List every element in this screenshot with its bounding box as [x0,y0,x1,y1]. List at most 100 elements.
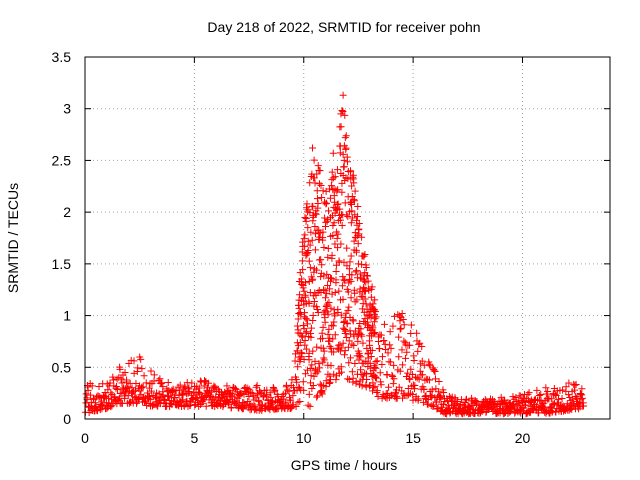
data-point [348,201,356,209]
data-point [322,200,330,208]
data-point [118,379,126,387]
data-point [348,340,356,348]
data-point [345,375,353,383]
data-point [343,244,351,252]
data-point [573,393,581,401]
data-point [296,339,304,347]
data-point [202,402,210,410]
data-point [304,246,312,254]
data-point [234,394,242,402]
data-point [333,166,341,174]
data-point [484,405,492,413]
data-point [316,364,324,372]
data-point [428,386,436,394]
data-point [306,241,314,249]
data-point [310,298,318,306]
data-point [324,330,332,338]
data-point [357,353,365,361]
data-point [357,366,365,374]
data-point [323,289,331,297]
data-point [109,373,117,381]
data-point [525,389,533,397]
data-point [339,273,347,281]
data-point [337,311,345,319]
chart-title: Day 218 of 2022, SRMTID for receiver poh… [207,19,480,35]
data-point [415,375,423,383]
data-point [313,392,321,400]
data-point [371,364,379,372]
data-point [301,370,309,378]
data-point [370,318,378,326]
data-point [372,373,380,381]
data-point [580,402,588,410]
data-point [378,361,386,369]
data-point [303,328,311,336]
y-tick-label: 1.5 [52,256,72,272]
data-point [338,107,346,115]
data-point [471,397,479,405]
data-point [298,275,306,283]
data-point [266,389,274,397]
data-point [112,384,120,392]
data-point [123,376,131,384]
data-point [330,370,338,378]
data-point [223,382,231,390]
data-point [361,251,369,259]
data-point [343,320,351,328]
data-point [364,354,372,362]
data-point [371,315,379,323]
data-point [227,403,235,411]
data-point [339,91,347,99]
data-point [352,248,360,256]
data-point [155,390,163,398]
data-point [316,233,324,241]
data-point [345,265,353,273]
data-point [136,353,144,361]
data-point [352,378,360,386]
data-point [181,383,189,391]
data-point [271,386,279,394]
data-point [305,257,313,265]
data-point [406,341,414,349]
data-point [336,341,344,349]
data-point [309,382,317,390]
data-point [298,333,306,341]
data-point [304,224,312,232]
data-point [227,391,235,399]
data-point [121,368,129,376]
data-point [331,173,339,181]
data-point [373,387,381,395]
data-point [378,353,386,361]
data-point [109,376,117,384]
data-point [97,397,105,405]
data-point [390,361,398,369]
data-point [293,322,301,330]
data-point [367,313,375,321]
data-point [351,187,359,195]
data-point [370,384,378,392]
data-point [305,300,313,308]
data-point [326,334,334,342]
data-point [361,295,369,303]
data-point [510,402,518,410]
data-point [473,397,481,405]
data-point [353,296,361,304]
data-point [292,402,300,410]
data-point [159,391,167,399]
data-point [354,240,362,248]
data-point [312,369,320,377]
data-point [341,111,349,119]
data-point [164,379,172,387]
data-point [371,329,379,337]
data-point [387,344,395,352]
data-point [307,324,315,332]
data-point [299,322,307,330]
data-point [327,304,335,312]
data-point [106,379,114,387]
data-point [95,382,103,390]
data-point [299,266,307,274]
data-point [339,295,347,303]
data-point [396,367,404,375]
y-tick-label: 3 [63,101,71,117]
data-point [377,378,385,386]
